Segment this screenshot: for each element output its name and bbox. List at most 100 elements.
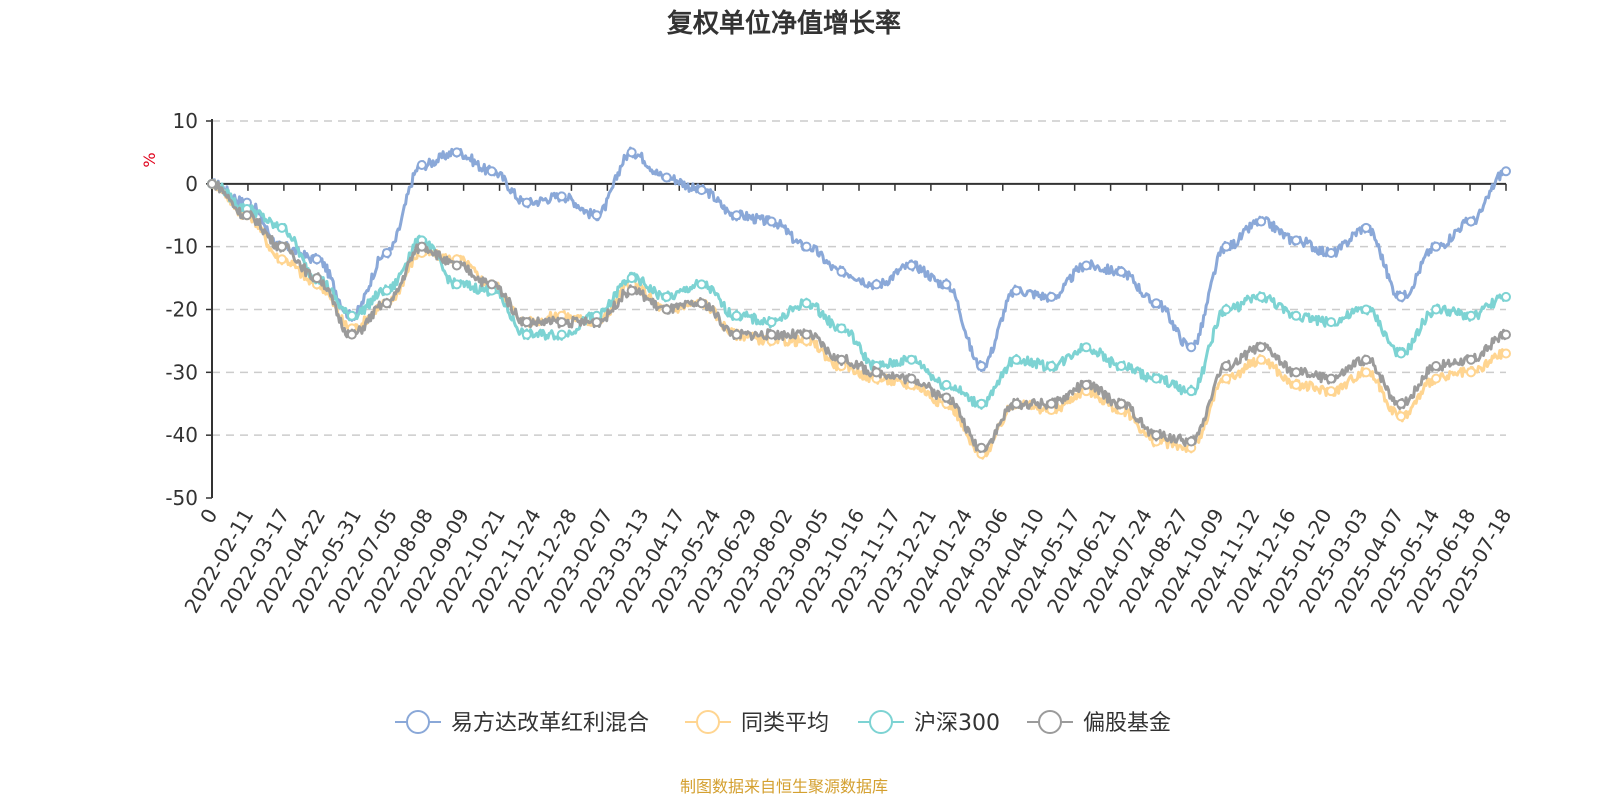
data-point — [1291, 367, 1302, 378]
data-point — [1431, 241, 1442, 252]
chart-title: 复权单位净值增长率 — [667, 8, 901, 39]
series-lines — [207, 146, 1511, 460]
data-point — [1396, 348, 1407, 359]
data-point — [1221, 361, 1232, 372]
data-point — [311, 254, 322, 265]
data-point — [416, 159, 427, 170]
data-point — [556, 317, 567, 328]
y-tick-label: 0 — [185, 172, 198, 196]
data-point — [1501, 329, 1511, 340]
legend-item[interactable]: 同类平均 — [685, 710, 829, 736]
y-tick-label: -30 — [165, 360, 198, 384]
data-point — [906, 260, 917, 271]
data-point — [1151, 298, 1162, 309]
data-point — [836, 266, 847, 277]
data-point — [1466, 216, 1477, 227]
data-point — [521, 329, 532, 340]
data-point — [1466, 310, 1477, 321]
data-point — [241, 210, 252, 221]
y-tick-label: -20 — [165, 298, 198, 322]
data-point — [941, 279, 952, 290]
y-tick-label: -50 — [165, 486, 198, 510]
data-point — [1011, 354, 1022, 365]
data-point — [1326, 247, 1337, 258]
data-point — [556, 329, 567, 340]
data-point — [696, 185, 707, 196]
data-point — [731, 210, 742, 221]
data-point — [1046, 291, 1057, 302]
data-point — [451, 279, 462, 290]
legend-item[interactable]: 沪深300 — [858, 710, 1000, 736]
data-point — [1291, 235, 1302, 246]
data-point — [1361, 354, 1372, 365]
legend-marker — [1038, 710, 1062, 734]
data-point — [1291, 379, 1302, 390]
data-point — [276, 254, 287, 265]
legend-label: 同类平均 — [741, 711, 829, 736]
data-point — [1186, 342, 1197, 353]
data-point — [591, 210, 602, 221]
legend-marker — [406, 710, 430, 734]
source-note: 制图数据来自恒生聚源数据库 — [680, 777, 888, 796]
data-point — [591, 317, 602, 328]
data-point — [486, 166, 497, 177]
legend[interactable]: 易方达改革红利混合 同类平均 沪深300 偏股基金 — [395, 710, 1171, 736]
x-tick-label: 0 — [195, 505, 222, 528]
data-point — [1501, 348, 1511, 359]
data-point — [696, 298, 707, 309]
data-point — [696, 279, 707, 290]
data-point — [276, 222, 287, 233]
data-point — [1431, 361, 1442, 372]
data-point — [1326, 317, 1337, 328]
data-point — [1081, 342, 1092, 353]
legend-label: 沪深300 — [914, 711, 1000, 736]
data-point — [661, 172, 672, 183]
data-point — [801, 298, 812, 309]
data-point — [416, 241, 427, 252]
data-point — [941, 392, 952, 403]
data-point — [661, 304, 672, 315]
data-point — [1221, 241, 1232, 252]
data-point — [976, 398, 987, 409]
data-point — [1256, 342, 1267, 353]
data-point — [906, 373, 917, 384]
data-point — [1221, 373, 1232, 384]
data-point — [1256, 216, 1267, 227]
data-point — [941, 379, 952, 390]
data-point — [906, 354, 917, 365]
data-point — [1396, 411, 1407, 422]
data-point — [381, 298, 392, 309]
legend-item[interactable]: 易方达改革红利混合 — [395, 710, 649, 736]
data-point — [451, 260, 462, 271]
data-point — [1151, 373, 1162, 384]
data-point — [871, 367, 882, 378]
data-point — [1361, 304, 1372, 315]
data-point — [556, 191, 567, 202]
data-point — [836, 354, 847, 365]
data-point — [1396, 398, 1407, 409]
series-line — [211, 180, 1508, 454]
data-point — [1466, 354, 1477, 365]
data-point — [731, 310, 742, 321]
data-point — [1046, 398, 1057, 409]
data-point — [1081, 260, 1092, 271]
data-point — [1256, 354, 1267, 365]
legend-label: 易方达改革红利混合 — [451, 711, 649, 736]
data-point — [1046, 361, 1057, 372]
data-point — [346, 329, 357, 340]
data-point — [976, 442, 987, 453]
y-tick-label: -40 — [165, 423, 198, 447]
data-point — [381, 285, 392, 296]
data-point — [801, 241, 812, 252]
data-point — [626, 147, 637, 158]
data-point — [451, 147, 462, 158]
series-line — [210, 180, 1508, 410]
data-point — [1081, 379, 1092, 390]
data-point — [1116, 266, 1127, 277]
data-point — [1431, 304, 1442, 315]
data-point — [1326, 373, 1337, 384]
data-point — [1431, 373, 1442, 384]
legend-item[interactable]: 偏股基金 — [1027, 710, 1171, 736]
data-point — [871, 279, 882, 290]
data-point — [766, 216, 777, 227]
